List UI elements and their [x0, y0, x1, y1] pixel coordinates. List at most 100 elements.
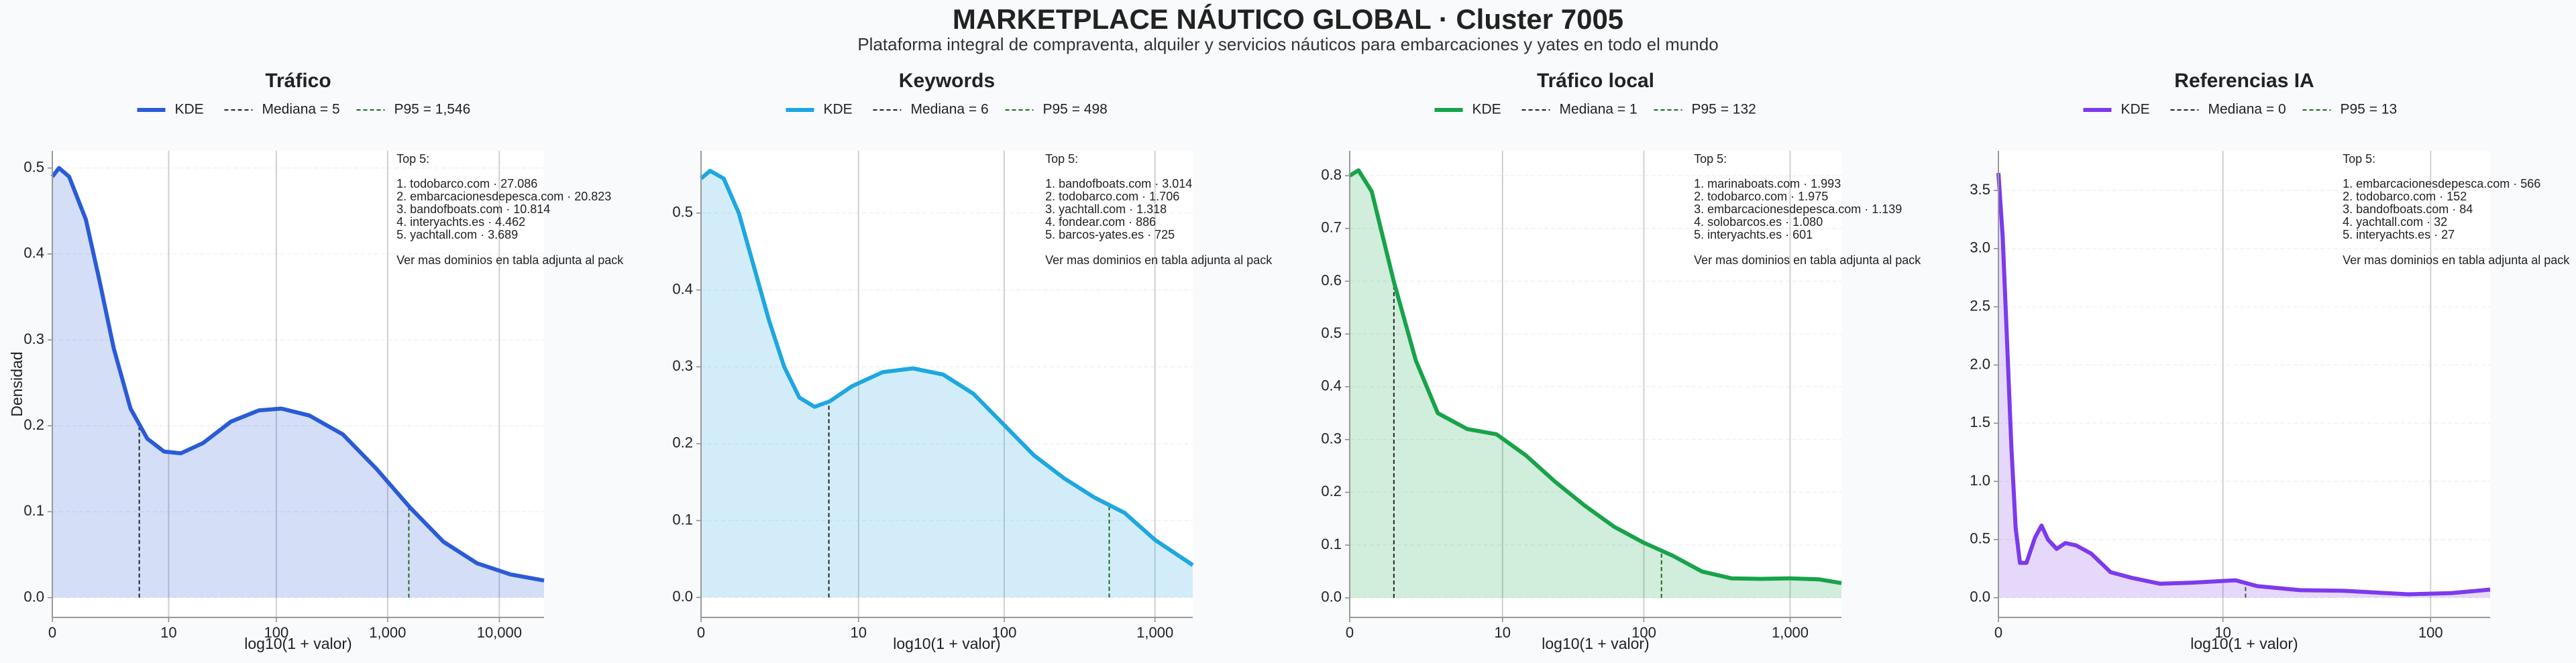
y-tick-label: 0.7 [1321, 219, 1342, 236]
y-tick-label: 3.0 [1970, 239, 1990, 256]
y-tick-label: 0.4 [672, 280, 693, 297]
y-tick-label: 0.5 [1321, 324, 1342, 341]
x-tick-label: 10 [1495, 624, 1511, 641]
annotation-title: Top 5: [1694, 152, 1727, 166]
annotation-title: Top 5: [1045, 152, 1078, 166]
x-axis-label: log10(1 + valor) [244, 635, 352, 652]
y-tick-label: 0.3 [672, 357, 693, 374]
annotation-item: 5. yachtall.com · 3.689 [396, 228, 518, 241]
panel-title: Referencias IA [2174, 70, 2314, 92]
legend-label: KDE [824, 102, 853, 117]
annotation-item: 3. bandofboats.com · 10.814 [396, 202, 550, 216]
y-tick-label: 2.0 [1970, 355, 1990, 372]
annotation-note: Ver mas dominios en tabla adjunta al pac… [1045, 253, 1273, 267]
y-tick-label: 0.3 [23, 330, 44, 347]
legend-label: KDE [175, 102, 204, 117]
kde-line [1348, 168, 1842, 585]
annotation-item: 5. barcos-yates.es · 725 [1045, 228, 1175, 241]
y-tick-label: 0.2 [1321, 483, 1342, 499]
kde-area [52, 168, 544, 598]
legend-label: Mediana = 1 [1560, 102, 1638, 117]
plot-background [52, 151, 544, 617]
y-tick-label: 0.1 [1321, 536, 1342, 552]
annotation-item: 4. yachtall.com · 32 [2343, 215, 2447, 229]
x-tick-label: 10 [160, 624, 176, 641]
x-tick-label: 100 [1631, 624, 1656, 641]
legend-label: KDE [1472, 102, 1501, 117]
y-tick-label: 0.4 [1321, 377, 1342, 394]
annotation-item: 4. solobarcos.es · 1.080 [1694, 215, 1823, 229]
x-axis-label: log10(1 + valor) [2190, 635, 2298, 652]
y-tick-label: 0.0 [672, 588, 693, 605]
y-tick-label: 0.0 [1970, 588, 1990, 605]
x-tick-label: 100 [2418, 624, 2443, 641]
legend-label: P95 = 132 [1692, 102, 1756, 117]
legend-label: P95 = 498 [1043, 102, 1108, 117]
x-tick-label: 0 [48, 624, 56, 641]
y-tick-label: 0.2 [672, 434, 693, 451]
page-subtitle: Plataforma integral de compraventa, alqu… [857, 34, 1718, 54]
x-tick-label: 100 [264, 624, 288, 641]
x-tick-label: 0 [697, 624, 705, 641]
y-tick-label: 0.0 [1321, 589, 1342, 605]
y-tick-label: 0.6 [1321, 272, 1342, 288]
y-tick-label: 0.8 [1321, 166, 1342, 183]
kde-line [50, 166, 545, 583]
x-tick-label: 1,000 [1772, 624, 1809, 641]
y-tick-label: 0.5 [23, 158, 44, 175]
panel-title: Tráfico [265, 70, 331, 92]
annotation-item: 1. bandofboats.com · 3.014 [1045, 177, 1192, 190]
kde-area [701, 170, 1193, 598]
kde-area [1350, 170, 1841, 598]
annotation-item: 1. marinaboats.com · 1.993 [1694, 177, 1841, 190]
x-tick-label: 0 [1994, 624, 2002, 641]
annotation-note: Ver mas dominios en tabla adjunta al pac… [1694, 253, 1921, 267]
y-tick-label: 0.0 [23, 588, 44, 605]
y-tick-label: 0.3 [1321, 430, 1342, 446]
legend-label: P95 = 1,546 [394, 102, 471, 117]
legend-label: Mediana = 0 [2208, 102, 2286, 117]
legend-label: Mediana = 5 [262, 102, 340, 117]
annotation-note: Ver mas dominios en tabla adjunta al pac… [2343, 253, 2570, 267]
annotation-item: 1. embarcacionesdepesca.com · 566 [2343, 177, 2540, 190]
plot-background [701, 151, 1193, 617]
x-tick-label: 0 [1346, 624, 1354, 641]
kde-area [1998, 173, 2490, 598]
panel-title: Tráfico local [1537, 70, 1654, 92]
y-tick-label: 0.2 [23, 416, 44, 433]
y-tick-label: 0.5 [672, 204, 693, 221]
legend-label: KDE [2121, 102, 2150, 117]
y-tick-label: 3.5 [1970, 181, 1990, 198]
y-tick-label: 0.1 [672, 511, 693, 528]
y-tick-label: 1.5 [1970, 414, 1990, 430]
panel-title: Keywords [899, 70, 995, 92]
annotation-title: Top 5: [396, 152, 429, 166]
page-title: MARKETPLACE NÁUTICO GLOBAL · Cluster 700… [953, 3, 1623, 35]
y-tick-label: 2.5 [1970, 297, 1990, 314]
x-tick-label: 1,000 [1136, 624, 1173, 641]
y-axis-label: Densidad [8, 351, 25, 416]
annotation-item: 4. fondear.com · 886 [1045, 215, 1156, 229]
annotation-item: 5. interyachts.es · 601 [1694, 228, 1813, 241]
annotation-item: 2. todobarco.com · 152 [2343, 190, 2467, 203]
annotation-item: 5. interyachts.es · 27 [2343, 228, 2455, 241]
x-tick-label: 10 [851, 624, 867, 641]
y-tick-label: 0.4 [23, 245, 44, 261]
y-tick-label: 1.0 [1970, 472, 1990, 489]
annotation-item: 3. bandofboats.com · 84 [2343, 202, 2473, 216]
x-tick-label: 10,000 [477, 624, 522, 641]
legend-label: P95 = 13 [2341, 102, 2398, 117]
legend-label: Mediana = 6 [911, 102, 989, 117]
x-tick-label: 100 [992, 624, 1017, 641]
annotation-item: 1. todobarco.com · 27.086 [396, 177, 537, 190]
annotation-item: 2. todobarco.com · 1.706 [1045, 190, 1179, 203]
annotation-item: 2. todobarco.com · 1.975 [1694, 190, 1828, 203]
kde-line [1996, 172, 2491, 597]
annotation-item: 3. embarcacionesdepesca.com · 1.139 [1694, 202, 1902, 216]
x-tick-label: 1,000 [369, 624, 406, 641]
annotation-item: 3. yachtall.com · 1.318 [1045, 202, 1167, 216]
annotation-note: Ver mas dominios en tabla adjunta al pac… [396, 253, 624, 267]
x-axis-label: log10(1 + valor) [1542, 635, 1649, 652]
